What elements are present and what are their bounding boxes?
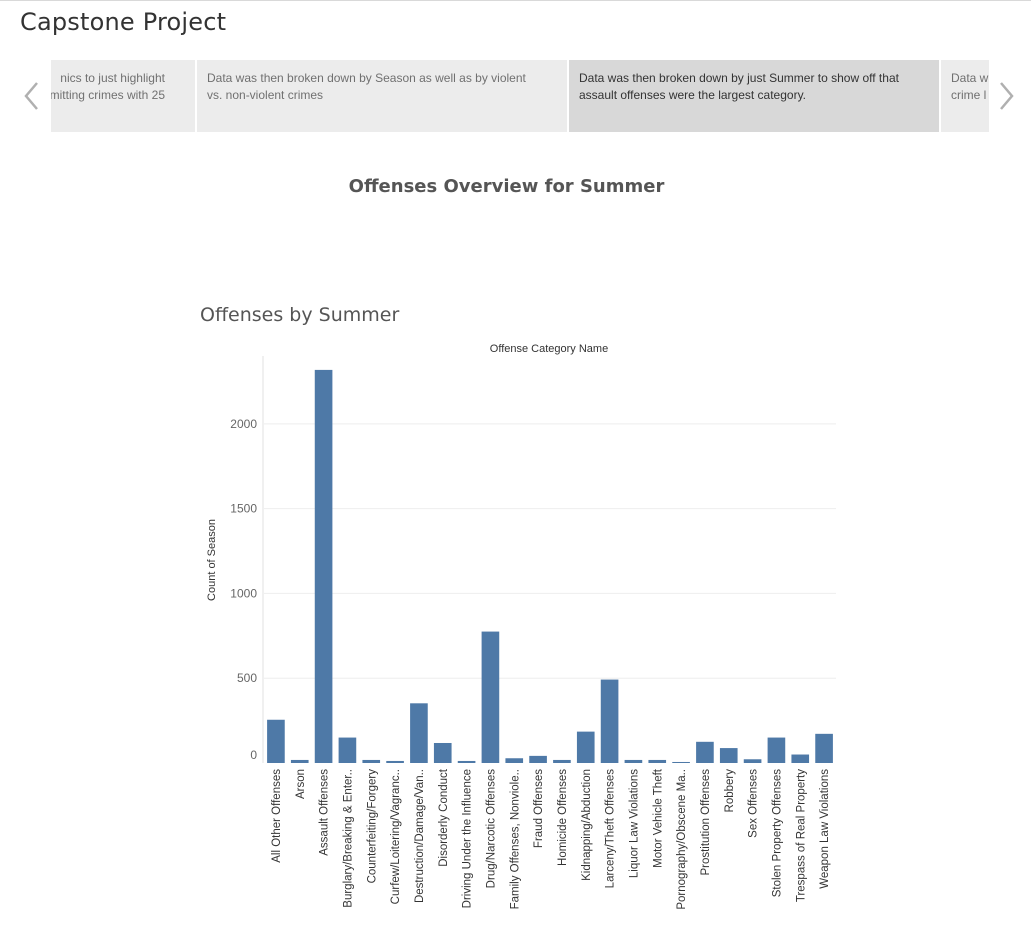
story-point-text: vs. non-violent crimes: [207, 88, 324, 102]
bar[interactable]: [815, 733, 833, 763]
bar[interactable]: [290, 759, 309, 763]
story-point-4[interactable]: Data w crime l: [941, 60, 989, 132]
y-axis-ticks: 0 500 1000 1500 2000: [230, 417, 257, 762]
bar[interactable]: [719, 748, 738, 763]
chevron-right-icon: [1000, 82, 1014, 110]
next-point-button[interactable]: [996, 80, 1016, 112]
x-tick-label: Homicide Offenses: [557, 769, 569, 866]
story-point-text: assault offenses were the largest catego…: [579, 88, 807, 102]
x-tick-label: All Other Offenses: [271, 769, 283, 863]
story-point-text: Data was then broken down by just Summer…: [579, 71, 899, 85]
x-tick-label: Curfew/Loitering/Vagranc..: [390, 769, 402, 904]
bar[interactable]: [386, 760, 404, 763]
sheet-title: Offenses by Summer: [200, 304, 400, 326]
x-tick-label: Sex Offenses: [748, 769, 760, 838]
x-tick-label: Driving Under the Influence: [462, 769, 474, 908]
story-point-text: nics to just highlight: [60, 71, 165, 85]
bar[interactable]: [410, 703, 428, 763]
x-tick-label: Destruction/Damage/Van..: [414, 769, 426, 903]
x-tick-label: Drug/Narcotic Offenses: [485, 769, 497, 889]
story-point-1[interactable]: nics to just highlight mitting crimes wi…: [51, 60, 195, 132]
x-tick-label: Weapon Law Violations: [819, 769, 831, 889]
x-tick-label: Motor Vehicle Theft: [652, 768, 664, 868]
dashboard-title: Offenses Overview for Summer: [348, 176, 665, 197]
y-tick-label: 500: [237, 671, 257, 685]
bar[interactable]: [433, 742, 452, 763]
story-point-3-active[interactable]: Data was then broken down by just Summer…: [569, 60, 939, 132]
x-tick-label: Arson: [295, 769, 307, 799]
x-tick-label: Assault Offenses: [319, 769, 331, 856]
x-tick-label: Fraud Offenses: [533, 769, 545, 848]
bar[interactable]: [481, 631, 500, 763]
y-tick-label: 1500: [230, 502, 257, 516]
bar[interactable]: [338, 737, 357, 763]
bar[interactable]: [600, 679, 619, 763]
y-axis-title: Count of Season: [206, 519, 218, 601]
bar[interactable]: [362, 759, 381, 763]
x-tick-label: Disorderly Conduct: [438, 768, 450, 867]
story-navigator: nics to just highlight mitting crimes wi…: [51, 60, 989, 132]
story-point-2[interactable]: Data was then broken down by Season as w…: [197, 60, 567, 132]
bar[interactable]: [529, 755, 547, 763]
bar[interactable]: [576, 731, 595, 763]
bar[interactable]: [672, 761, 690, 763]
bar[interactable]: [314, 369, 333, 763]
bar[interactable]: [791, 754, 810, 763]
bar[interactable]: [743, 759, 762, 763]
bars: [267, 369, 833, 763]
x-tick-label: Liquor Law Violations: [628, 769, 640, 878]
bar[interactable]: [457, 760, 476, 763]
chevron-left-icon: [24, 82, 38, 110]
gridlines: [264, 423, 836, 679]
x-tick-label: Stolen Property Offenses: [771, 769, 783, 898]
bar[interactable]: [696, 741, 714, 763]
x-tick-label: Prostitution Offenses: [700, 769, 712, 876]
x-axis-labels: All Other Offenses Arson Assault Offenses B…: [271, 768, 831, 909]
top-divider: [0, 0, 1031, 1]
bar[interactable]: [505, 758, 524, 763]
x-axis-title: Offense Category Name: [490, 343, 608, 355]
x-tick-label: Larceny/Theft Offenses: [605, 769, 617, 889]
x-tick-label: Counterfeiting/Forgery: [366, 769, 378, 884]
story-point-text: crime l: [951, 88, 987, 102]
x-tick-label: Pornography/Obscene Ma..: [676, 769, 688, 910]
bar[interactable]: [267, 719, 285, 763]
y-tick-label: 1000: [230, 586, 257, 600]
bar[interactable]: [624, 759, 643, 763]
story-point-text: Data w: [951, 71, 989, 85]
x-tick-label: Robbery: [724, 769, 736, 813]
story-point-text: mitting crimes with 25: [51, 88, 165, 102]
story-point-text: Data was then broken down by Season as w…: [207, 71, 526, 85]
x-tick-label: Kidnapping/Abduction: [581, 769, 593, 881]
previous-point-button[interactable]: [22, 80, 42, 112]
y-tick-label: 0: [250, 748, 257, 762]
bar[interactable]: [767, 737, 786, 763]
y-tick-label: 2000: [230, 417, 257, 431]
bar[interactable]: [553, 759, 571, 763]
x-tick-label: Burglary/Breaking & Enter..: [342, 769, 354, 908]
bar[interactable]: [648, 759, 667, 763]
x-tick-label: Trespass of Real Property: [795, 769, 807, 902]
x-tick-label: Family Offenses, Nonviole..: [509, 769, 521, 909]
story-title: Capstone Project: [20, 8, 227, 36]
